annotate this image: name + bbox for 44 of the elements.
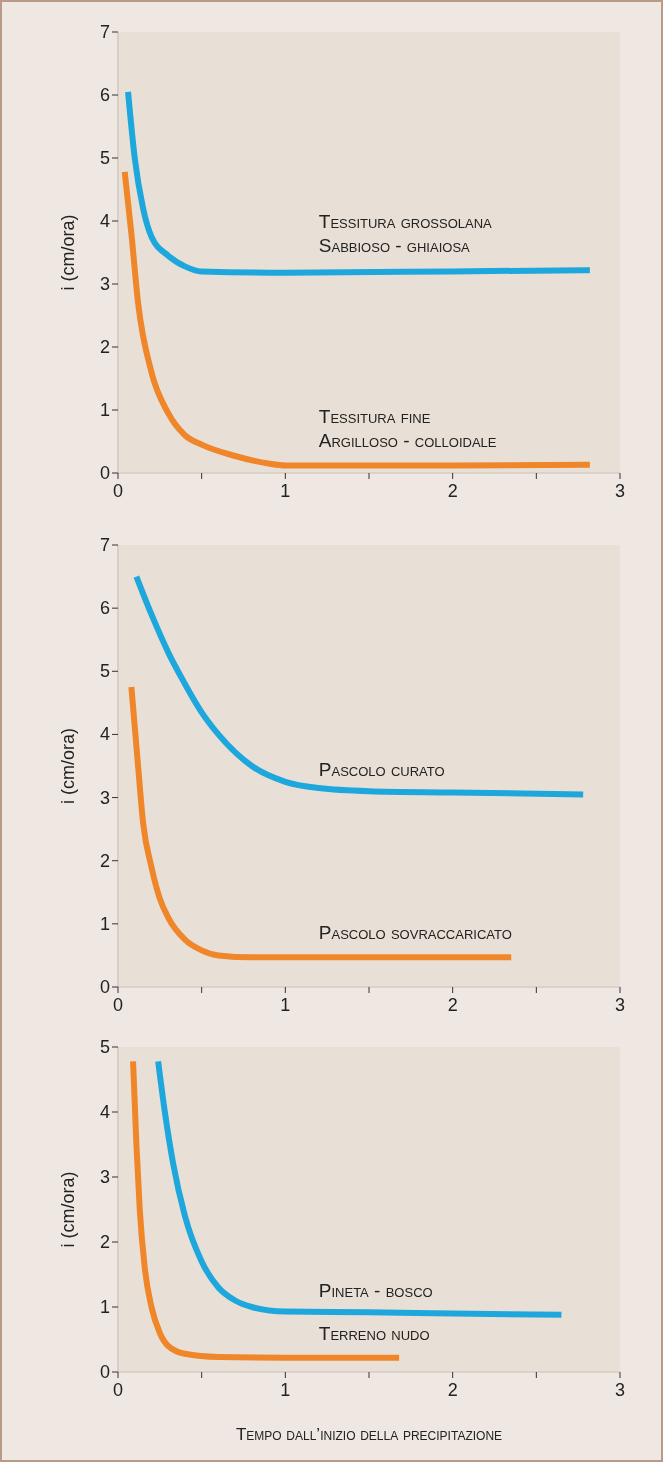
series-label: Pineta - bosco [318, 1279, 433, 1301]
y-tick-label: 1 [99, 1297, 110, 1317]
y-tick-label: 3 [99, 1167, 110, 1187]
series-label: Tessitura grossolana Sabbioso - ghiaiosa [318, 211, 493, 257]
y-tick-label: 4 [99, 724, 110, 745]
y-tick-label: 5 [99, 148, 110, 168]
x-tick-label: 1 [280, 995, 291, 1015]
x-tick-label: 3 [614, 481, 626, 501]
x-tick-label: 2 [447, 481, 458, 501]
x-tick-label: 3 [614, 995, 626, 1015]
y-tick-label: 4 [99, 1102, 110, 1122]
y-tick-label: 0 [99, 1362, 110, 1382]
y-tick-label: 2 [99, 337, 110, 357]
y-tick-label: 7 [99, 535, 110, 555]
x-tick-label: 1 [280, 481, 291, 501]
y-tick-label: 4 [99, 211, 110, 231]
x-tick-label: 1 [280, 1380, 291, 1400]
y-tick-label: 6 [99, 598, 110, 619]
y-tick-label: 0 [99, 977, 110, 997]
x-tick-label: 0 [112, 1380, 124, 1400]
y-axis-title: i (cm/ora) [58, 214, 78, 291]
y-tick-label: 6 [99, 85, 110, 105]
y-tick-label: 3 [99, 787, 110, 808]
y-tick-label: 7 [99, 22, 110, 42]
y-tick-label: 3 [99, 274, 110, 294]
y-axis-title: i (cm/ora) [58, 728, 78, 804]
series-label: Terreno nudo [318, 1322, 430, 1344]
y-tick-label: 5 [99, 661, 110, 682]
series-label: Pascolo sovraccaricato [318, 922, 512, 944]
y-axis-title: i (cm/ora) [58, 1171, 78, 1248]
x-tick-label: 0 [112, 481, 124, 501]
y-tick-label: 2 [99, 850, 110, 871]
x-tick-label: 2 [447, 1380, 458, 1400]
x-axis-title: Tempo dall’inizio della precipitazione [235, 1425, 503, 1444]
x-tick-label: 2 [447, 995, 458, 1015]
series-label: Pascolo curato [318, 759, 445, 781]
y-tick-label: 2 [99, 1232, 110, 1252]
y-tick-label: 0 [99, 463, 110, 483]
x-tick-label: 3 [614, 1380, 626, 1400]
y-tick-label: 5 [99, 1037, 110, 1057]
x-tick-label: 0 [112, 995, 124, 1015]
y-tick-label: 1 [99, 400, 110, 420]
y-tick-label: 1 [99, 913, 110, 934]
series-label: Tessitura fine Argilloso - colloidale [318, 405, 497, 451]
